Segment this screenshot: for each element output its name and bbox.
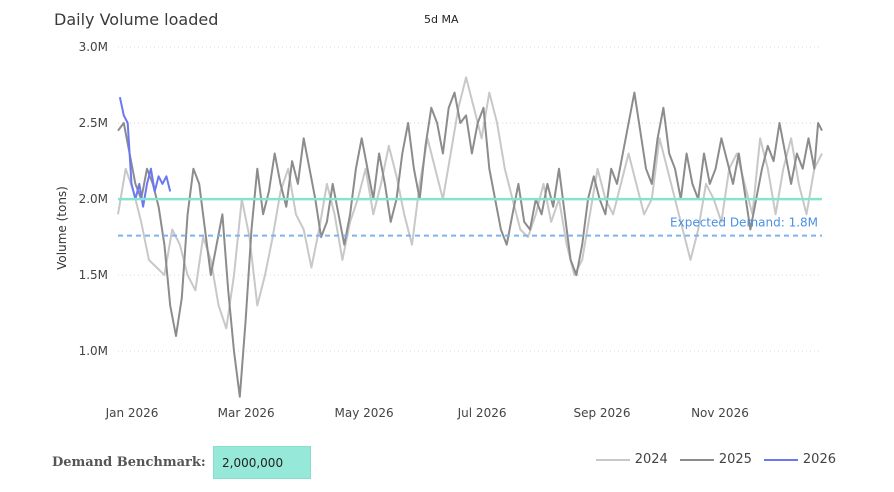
y-tick-label: 1.0M [79, 344, 108, 358]
legend-swatch [595, 458, 630, 461]
demand-benchmark-value: 2,000,000 [222, 456, 284, 470]
chart-title: Daily Volume loaded [54, 10, 219, 29]
legend-swatch [763, 458, 798, 461]
x-tick-label: Nov 2026 [691, 406, 749, 420]
legend-item-2024[interactable]: 2024 [595, 452, 668, 467]
x-axis: Jan 2026 Mar 2026 May 2026 Jul 2026 Sep 2026… [105, 406, 749, 420]
legend-swatch [679, 458, 714, 461]
expected-demand-label: Expected Demand: 1.8M [670, 216, 818, 230]
demand-benchmark-label: Demand Benchmark: [52, 455, 206, 470]
legend-item-2025[interactable]: 2025 [679, 452, 752, 467]
y-tick-label: 2.0M [79, 192, 108, 206]
reference-lines: Expected Demand: 1.8M [118, 197, 822, 237]
legend-label: 2024 [634, 452, 668, 467]
x-tick-label: Mar 2026 [218, 406, 275, 420]
series-line-2025 [117, 91, 823, 398]
series-lines [117, 76, 823, 398]
demand-benchmark-input[interactable]: 2,000,000 [213, 446, 311, 479]
y-tick-label: 2.5M [79, 116, 108, 130]
x-tick-label: Jul 2026 [457, 406, 507, 420]
y-tick-label: 1.5M [79, 268, 108, 282]
y-tick-label: 3.0M [79, 40, 108, 54]
y-axis-label: Volume (tons) [55, 186, 69, 270]
legend-label: 2025 [718, 452, 752, 467]
series-line-2024 [117, 76, 823, 330]
legend-item-2026[interactable]: 2026 [763, 452, 836, 467]
legend-label: 2026 [802, 452, 836, 467]
x-tick-label: Sep 2026 [573, 406, 630, 420]
series-line-2026 [118, 96, 172, 208]
x-tick-label: May 2026 [335, 406, 394, 420]
x-tick-label: Jan 2026 [105, 406, 159, 420]
y-axis: 1.0M 1.5M 2.0M 2.5M 3.0M [79, 40, 108, 358]
chart-legend: 2024 2025 2026 [595, 452, 836, 467]
volume-chart: 1.0M 1.5M 2.0M 2.5M 3.0M Jan 2026 Mar 2026 May… [55, 40, 823, 420]
chart-subtitle: 5d MA [424, 13, 459, 26]
